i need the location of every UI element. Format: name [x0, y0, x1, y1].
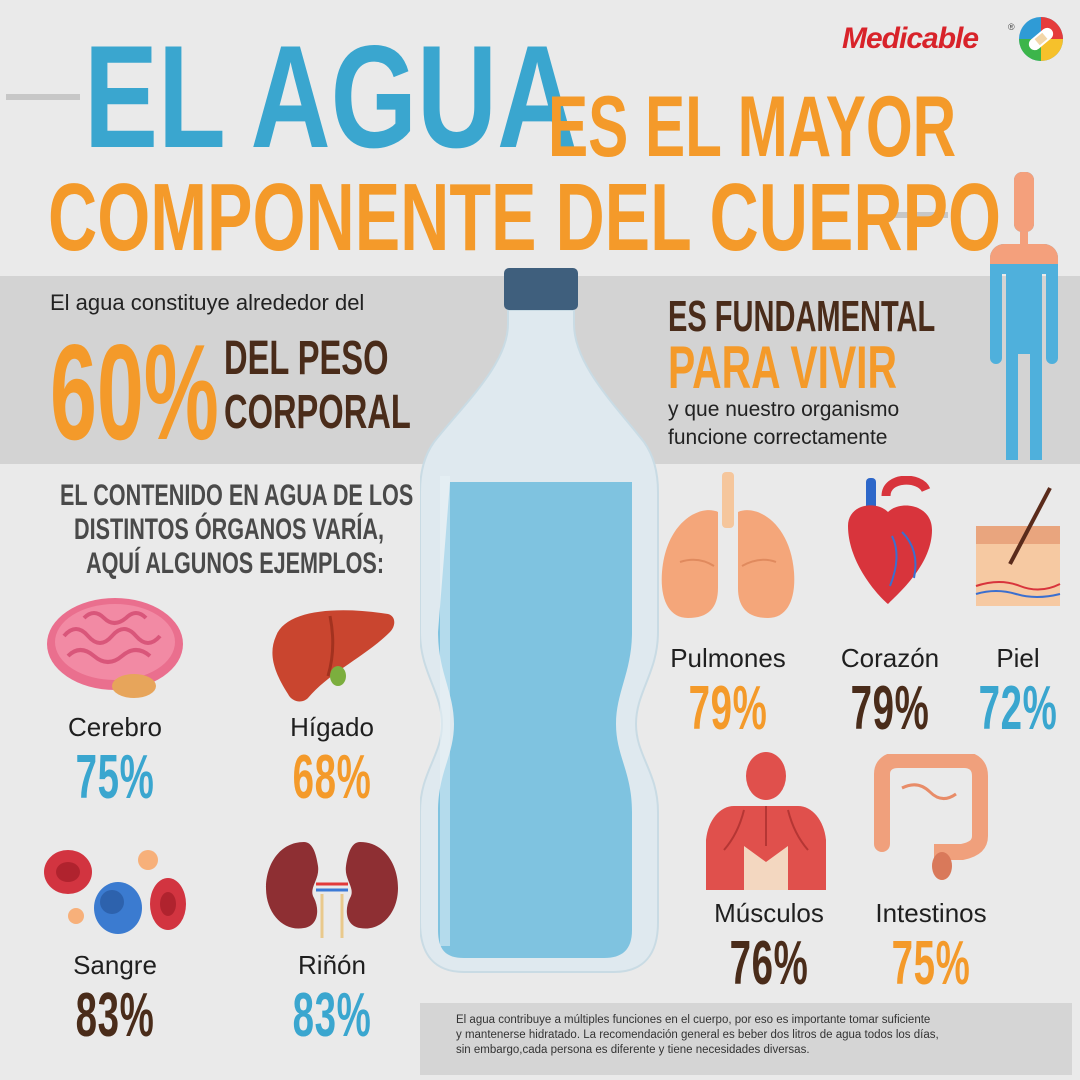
- brand-logo: Medicable ®: [842, 17, 1063, 62]
- fund-line2: PARA VIVIR: [668, 334, 897, 401]
- peso-line1: DEL PESO: [224, 332, 389, 385]
- organ-pct-intestinos: 75%: [891, 929, 971, 998]
- organ-name-corazon: Corazón: [840, 643, 940, 673]
- title-rule-left: [6, 94, 80, 100]
- peso-line2: CORPORAL: [224, 386, 411, 439]
- footnote-line-3: sin embargo,cada persona es diferente y …: [456, 1044, 810, 1056]
- footnote-line-2: y mantenerse hidratado. La recomendación…: [456, 1029, 939, 1041]
- blood-cells-icon: [44, 850, 186, 934]
- title-mayor: ES EL MAYOR: [548, 79, 957, 175]
- lungs-icon: [661, 472, 795, 618]
- percent-60: 60%: [50, 316, 219, 468]
- organ-name-rinon: Riñón: [298, 950, 366, 980]
- skin-icon: [975, 487, 1061, 606]
- band-intro: El agua constituye alrededor del: [50, 290, 365, 315]
- title-componente: COMPONENTE DEL CUERPO: [48, 164, 1002, 271]
- footnote-line-1: El agua contribuye a múltiples funciones…: [456, 1014, 931, 1026]
- organ-pct-higado: 68%: [292, 743, 372, 812]
- muscles-icon: [706, 752, 826, 890]
- heart-icon: [848, 476, 932, 604]
- organ-pct-rinon: 83%: [292, 981, 372, 1050]
- organ-pct-sangre: 83%: [75, 981, 155, 1050]
- brain-icon: [47, 598, 183, 698]
- title-agua: EL AGUA: [84, 15, 578, 178]
- organs-heading-3: AQUÍ ALGUNOS EJEMPLOS:: [86, 547, 385, 580]
- fund-line1: ES FUNDAMENTAL: [668, 292, 936, 341]
- organ-pct-corazon: 79%: [850, 674, 930, 743]
- liver-icon: [272, 610, 395, 702]
- organ-pct-pulmones: 79%: [688, 674, 768, 743]
- bandage-icon: [1019, 17, 1063, 61]
- organ-name-cerebro: Cerebro: [68, 712, 162, 742]
- organ-name-sangre: Sangre: [73, 950, 157, 980]
- organ-pct-musculos: 76%: [729, 929, 809, 998]
- brand-reg: ®: [1008, 22, 1015, 32]
- water-bottle: [420, 268, 659, 973]
- intestines-icon: [874, 754, 988, 880]
- organs-heading-2: DISTINTOS ÓRGANOS VARÍA,: [74, 513, 385, 546]
- organ-name-piel: Piel: [996, 643, 1040, 673]
- organ-name-intestinos: Intestinos: [875, 898, 987, 928]
- human-figure-icon: [990, 172, 1058, 460]
- organs-heading-1: EL CONTENIDO EN AGUA DE LOS: [60, 479, 414, 512]
- fund-sub1: y que nuestro organismo: [668, 398, 900, 421]
- organ-pct-cerebro: 75%: [75, 743, 155, 812]
- organ-name-pulmones: Pulmones: [670, 643, 786, 673]
- brand-name: Medicable: [842, 22, 979, 55]
- organ-name-musculos: Músculos: [714, 898, 824, 928]
- organ-name-higado: Hígado: [290, 712, 374, 742]
- organ-pct-piel: 72%: [978, 674, 1058, 743]
- footnote-box: El agua contribuye a múltiples funciones…: [420, 1003, 1072, 1075]
- kidney-icon: [266, 842, 398, 938]
- fund-sub2: funcione correctamente: [668, 426, 888, 449]
- title-rule-right: [894, 212, 948, 218]
